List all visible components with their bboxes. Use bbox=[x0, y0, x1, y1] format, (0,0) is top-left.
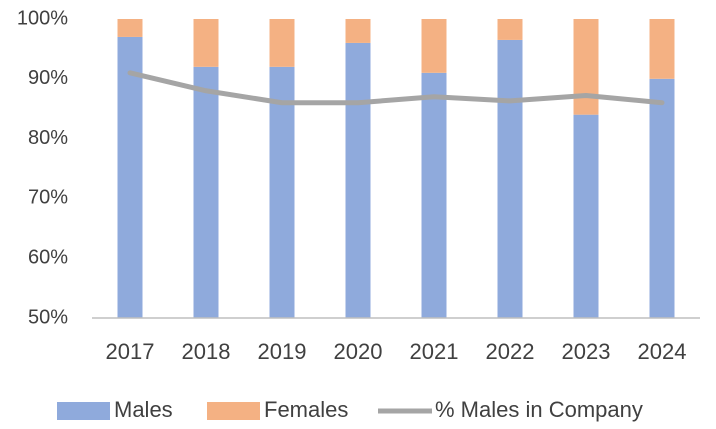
x-tick-label: 2020 bbox=[334, 339, 383, 364]
y-tick-label: 50% bbox=[28, 306, 68, 328]
bar-segment bbox=[193, 19, 219, 67]
x-tick-label: 2024 bbox=[638, 339, 687, 364]
bar-segment bbox=[345, 19, 371, 43]
bar-segment bbox=[649, 19, 675, 79]
bar-segment bbox=[573, 19, 599, 115]
legend-label: Females bbox=[264, 397, 348, 422]
x-tick-label: 2017 bbox=[106, 339, 155, 364]
bar-segment bbox=[117, 19, 143, 37]
bar-segment bbox=[497, 39, 523, 319]
x-tick-label: 2023 bbox=[562, 339, 611, 364]
y-tick-label: 80% bbox=[28, 127, 68, 149]
legend-label: Males bbox=[114, 397, 173, 422]
bar-segment bbox=[649, 78, 675, 318]
y-tick-label: 70% bbox=[28, 187, 68, 209]
x-tick-label: 2021 bbox=[410, 339, 459, 364]
bar-segment bbox=[269, 66, 295, 318]
y-tick-label: 100% bbox=[17, 7, 68, 29]
x-tick-label: 2018 bbox=[182, 339, 231, 364]
line-series bbox=[127, 70, 665, 106]
legend-swatch bbox=[207, 402, 260, 420]
y-tick-label: 90% bbox=[28, 67, 68, 89]
x-tick-label: 2022 bbox=[486, 339, 535, 364]
legend-label: % Males in Company bbox=[435, 397, 643, 422]
bar-segment bbox=[117, 36, 143, 318]
x-tick-label: 2019 bbox=[258, 339, 307, 364]
y-tick-label: 60% bbox=[28, 246, 68, 268]
legend-swatch bbox=[57, 402, 110, 420]
bar-segment bbox=[269, 19, 295, 67]
bar-segment bbox=[573, 114, 599, 319]
bar-segment bbox=[497, 19, 523, 40]
bar-segment bbox=[421, 19, 447, 73]
bar-segment bbox=[193, 66, 219, 318]
bar-segment bbox=[421, 72, 447, 318]
bar-segment bbox=[345, 42, 371, 319]
